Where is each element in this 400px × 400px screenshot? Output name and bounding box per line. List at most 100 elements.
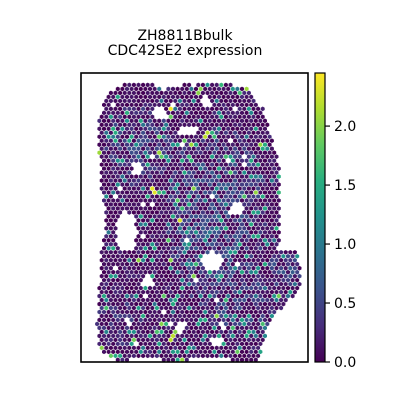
spot xyxy=(207,277,212,283)
spot xyxy=(104,313,109,319)
spot xyxy=(161,222,166,227)
spot xyxy=(177,297,182,303)
spot xyxy=(196,297,201,303)
spot xyxy=(233,122,238,128)
spot xyxy=(171,126,175,132)
spot xyxy=(219,353,224,359)
spot xyxy=(125,166,129,171)
spot xyxy=(104,321,109,327)
spot xyxy=(217,269,221,275)
spot xyxy=(272,158,277,163)
spot xyxy=(235,269,240,275)
spot xyxy=(198,309,203,315)
spot xyxy=(189,158,194,163)
spot xyxy=(111,118,116,124)
spot xyxy=(253,230,258,235)
spot xyxy=(143,269,148,275)
spot xyxy=(168,122,173,128)
spot xyxy=(108,305,113,311)
spot xyxy=(235,317,240,323)
spot xyxy=(219,186,224,191)
spot xyxy=(166,206,171,211)
spot xyxy=(260,162,265,167)
spot xyxy=(111,253,116,259)
spot xyxy=(230,333,235,339)
spot xyxy=(177,353,182,359)
spot xyxy=(180,349,185,355)
spot xyxy=(97,150,102,155)
spot xyxy=(141,273,146,279)
spot xyxy=(122,138,127,144)
spot xyxy=(230,341,235,347)
spot xyxy=(256,273,261,279)
spot xyxy=(290,293,295,299)
spot xyxy=(148,126,152,132)
spot xyxy=(141,226,146,231)
spot xyxy=(152,158,157,163)
spot xyxy=(180,357,185,362)
spot xyxy=(260,146,265,151)
spot xyxy=(182,202,187,207)
spot xyxy=(164,297,169,303)
spot xyxy=(171,198,175,203)
spot xyxy=(244,261,249,267)
spot xyxy=(177,178,182,183)
spot xyxy=(120,102,125,108)
spot xyxy=(157,102,162,108)
spot xyxy=(120,325,125,331)
spot xyxy=(258,341,263,347)
spot xyxy=(122,90,127,96)
spot xyxy=(157,309,162,315)
spot xyxy=(210,138,215,144)
spot xyxy=(263,126,267,132)
spot xyxy=(152,349,157,355)
spot xyxy=(161,214,166,219)
spot xyxy=(276,222,281,227)
spot xyxy=(260,321,265,327)
spot xyxy=(198,349,203,355)
spot xyxy=(102,325,106,331)
spot xyxy=(150,305,155,311)
spot xyxy=(125,134,129,140)
spot xyxy=(200,130,205,136)
spot xyxy=(115,94,120,100)
spot xyxy=(256,345,261,351)
spot xyxy=(233,321,238,327)
spot xyxy=(221,309,226,315)
spot xyxy=(214,305,219,311)
spot xyxy=(122,289,127,295)
spot xyxy=(207,293,212,299)
spot xyxy=(143,110,148,116)
spot xyxy=(212,190,217,195)
spot xyxy=(187,178,192,183)
spot xyxy=(99,273,104,279)
spot xyxy=(242,98,247,104)
spot xyxy=(198,317,203,323)
spot xyxy=(99,337,104,343)
spot xyxy=(102,293,106,299)
spot xyxy=(249,325,254,331)
spot xyxy=(217,134,221,140)
spot xyxy=(129,341,134,347)
spot xyxy=(267,301,272,307)
spot xyxy=(237,146,242,151)
spot xyxy=(122,98,127,104)
spot xyxy=(212,206,217,211)
spot xyxy=(106,269,111,275)
spot xyxy=(175,293,180,299)
spot xyxy=(148,317,152,323)
spot xyxy=(244,206,249,211)
spot xyxy=(111,277,116,283)
spot xyxy=(180,174,185,179)
spot xyxy=(131,265,136,271)
spot xyxy=(122,114,127,120)
spot xyxy=(106,238,111,243)
spot xyxy=(161,174,166,179)
spot xyxy=(258,166,263,171)
spot xyxy=(242,305,247,311)
spot xyxy=(246,90,251,96)
spot xyxy=(203,301,208,307)
spot xyxy=(246,257,251,263)
spot xyxy=(228,226,233,231)
spot xyxy=(168,170,173,175)
